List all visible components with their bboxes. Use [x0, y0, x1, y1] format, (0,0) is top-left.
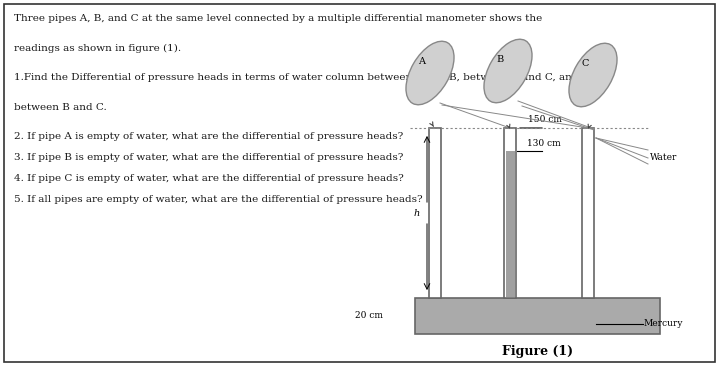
Text: Mercury: Mercury [644, 320, 683, 329]
Ellipse shape [484, 39, 532, 103]
Text: 4. If pipe C is empty of water, what are the differential of pressure heads?: 4. If pipe C is empty of water, what are… [14, 174, 404, 183]
Ellipse shape [406, 41, 454, 105]
Text: 150 cm: 150 cm [528, 115, 562, 124]
Text: 1.Find the Differential of pressure heads in terms of water column between A and: 1.Find the Differential of pressure head… [14, 73, 578, 82]
Text: 130 cm: 130 cm [527, 139, 561, 147]
Bar [504, 128, 516, 298]
Text: 5. If all pipes are empty of water, what are the differential of pressure heads?: 5. If all pipes are empty of water, what… [14, 195, 423, 204]
Text: Water: Water [650, 153, 678, 163]
Bar [415, 298, 660, 334]
Bar [582, 128, 594, 298]
Ellipse shape [569, 43, 617, 107]
Text: h: h [414, 209, 420, 217]
Text: 2. If pipe A is empty of water, what are the differential of pressure heads?: 2. If pipe A is empty of water, what are… [14, 132, 403, 141]
Text: B: B [496, 55, 503, 63]
Bar [429, 128, 441, 298]
Text: 20 cm: 20 cm [355, 311, 383, 321]
Bar [505, 151, 515, 297]
Text: 3. If pipe B is empty of water, what are the differential of pressure heads?: 3. If pipe B is empty of water, what are… [14, 153, 403, 162]
Text: C: C [581, 59, 589, 67]
Text: between B and C.: between B and C. [14, 103, 107, 112]
Text: A: A [418, 56, 426, 66]
Text: Figure (1): Figure (1) [502, 345, 573, 358]
Text: Three pipes A, B, and C at the same level connected by a multiple differential m: Three pipes A, B, and C at the same leve… [14, 14, 542, 23]
Text: readings as shown in figure (1).: readings as shown in figure (1). [14, 44, 181, 53]
